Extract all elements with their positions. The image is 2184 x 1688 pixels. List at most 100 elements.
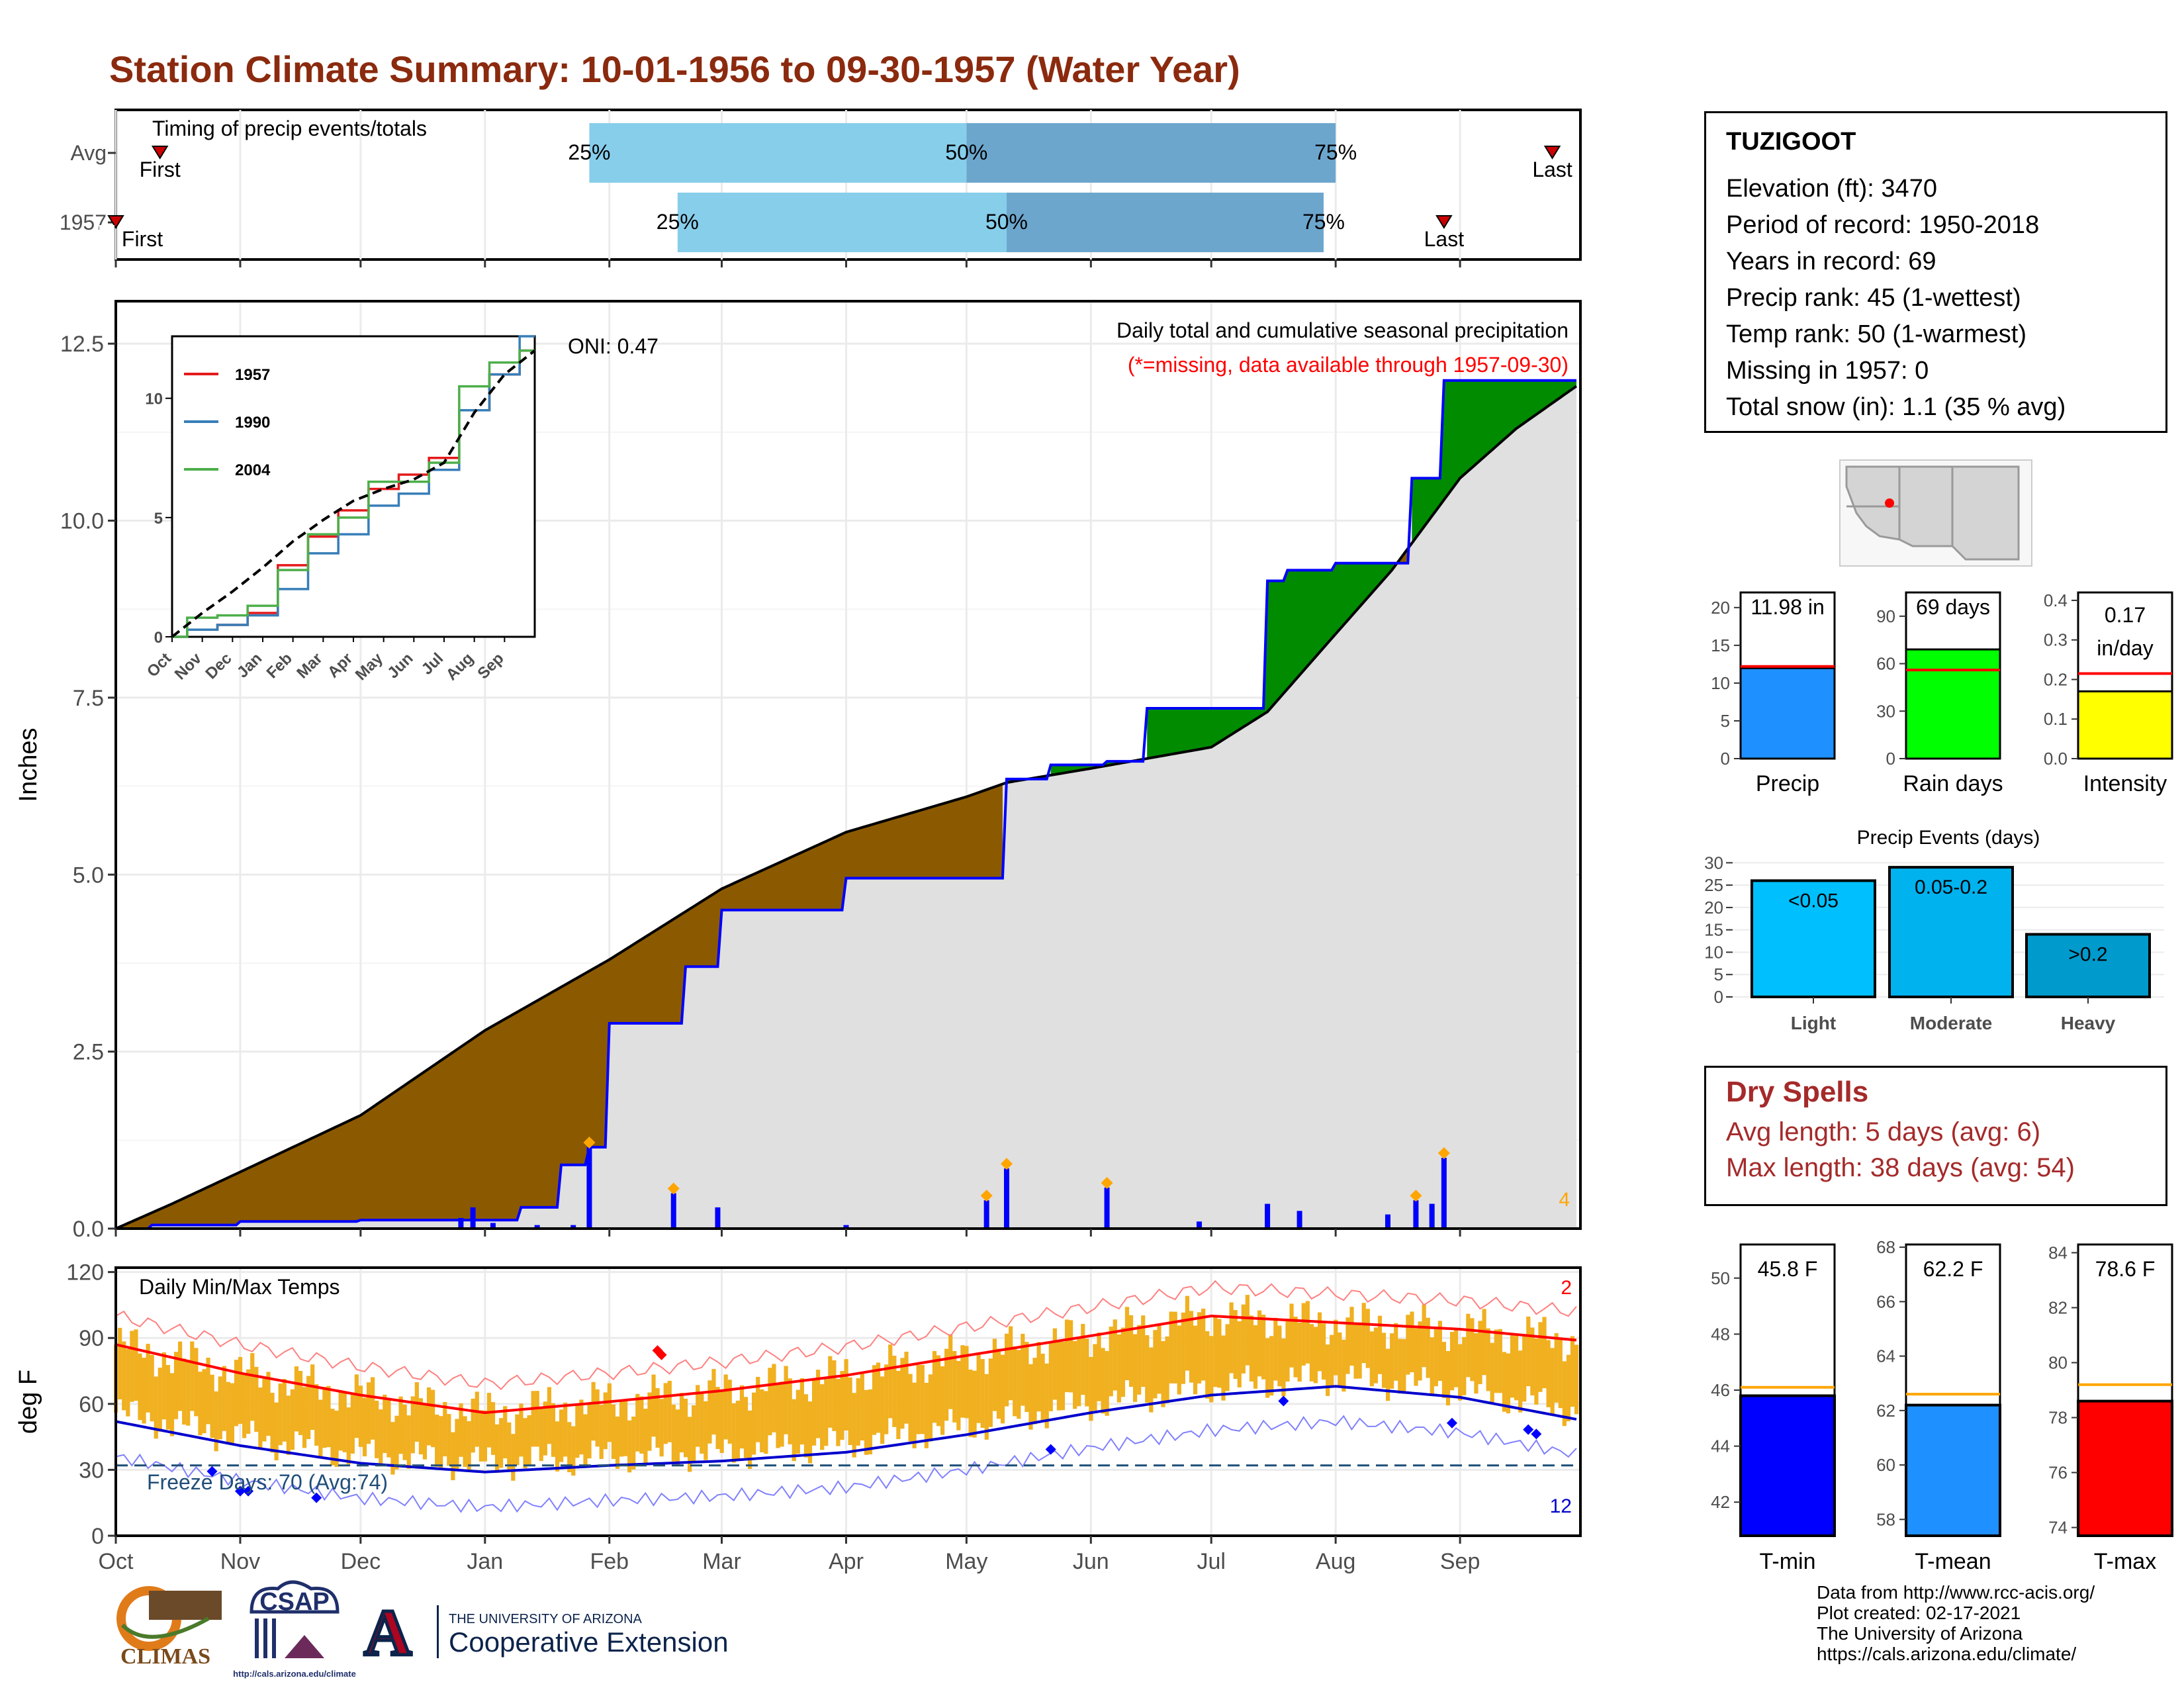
daily-temp-range-bar xyxy=(1437,1321,1442,1382)
daily-temp-range-bar xyxy=(1273,1317,1278,1381)
daily-temp-range-bar xyxy=(884,1364,889,1434)
daily-temp-range-bar xyxy=(820,1384,825,1450)
daily-temp-range-bar xyxy=(198,1372,203,1436)
daily-temp-range-bar xyxy=(1060,1342,1066,1411)
daily-temp-range-bar xyxy=(226,1382,230,1444)
summary-bar-label: Rain days xyxy=(1903,771,2003,796)
summary-bars: 0 5 10 15 20 11.98 in Precip 0 30 60 90 69 days Rain… xyxy=(1711,590,2173,796)
daily-temp-range-bar xyxy=(663,1383,668,1444)
daily-temp-range-bar xyxy=(635,1393,640,1452)
cold-count-label: 12 xyxy=(1550,1495,1572,1517)
daily-temp-range-bar xyxy=(138,1353,142,1421)
daily-temp-range-bar xyxy=(430,1389,435,1448)
daily-temp-range-bar xyxy=(154,1376,158,1439)
precip-header: Daily total and cumulative seasonal prec… xyxy=(1116,318,1569,342)
daily-temp-range-bar xyxy=(984,1374,989,1440)
daily-temp-range-bar xyxy=(960,1345,965,1418)
daily-temp-range-bar xyxy=(1205,1331,1210,1399)
daily-temp-range-bar xyxy=(1189,1311,1194,1383)
daily-temp-range-bar xyxy=(1105,1350,1109,1416)
temp-bar-ytick-label: 50 xyxy=(1711,1268,1730,1288)
daily-temp-range-bar xyxy=(756,1377,760,1442)
daily-temp-range-bar xyxy=(310,1364,315,1430)
daily-temp-range-bar xyxy=(1048,1342,1053,1411)
daily-temp-range-bar xyxy=(1265,1338,1270,1398)
climas-logo-text: CLIMAS xyxy=(120,1644,210,1669)
heavy-precip-marker xyxy=(667,1182,680,1195)
daily-temp-range-bar xyxy=(1426,1317,1430,1378)
daily-temp-range-bar xyxy=(1406,1315,1410,1375)
daily-temp-range-bar xyxy=(944,1348,949,1421)
daily-temp-range-bar xyxy=(727,1380,732,1444)
daily-temp-range-bar xyxy=(218,1376,222,1440)
daily-temp-range-bar xyxy=(1185,1295,1190,1371)
daily-temp-range-bar xyxy=(1518,1350,1523,1413)
daily-temp-range-bar xyxy=(150,1354,154,1422)
daily-temp-range-bar xyxy=(282,1379,287,1442)
daily-temp-range-bar xyxy=(210,1374,214,1438)
daily-temp-range-bar xyxy=(1009,1326,1013,1401)
summary-bar-ytick-label: 10 xyxy=(1711,673,1730,693)
daily-temp-range-bar xyxy=(1445,1350,1451,1406)
summary-bar-ytick-label: 0.2 xyxy=(2044,669,2068,689)
daily-temp-range-bar xyxy=(715,1387,720,1449)
temps-ytick-label: 30 xyxy=(79,1458,104,1483)
daily-temp-range-bar xyxy=(306,1376,311,1439)
precip-events-category: Heavy xyxy=(2061,1013,2116,1033)
daily-temp-range-bar xyxy=(932,1351,937,1423)
csap-url: http://cals.arizona.edu/climate xyxy=(233,1669,356,1679)
daily-temp-range-bar xyxy=(1462,1336,1467,1395)
daily-temp-range-bar xyxy=(1068,1320,1073,1393)
csap-logo-text: CSAP xyxy=(259,1588,330,1616)
daily-temp-range-bar xyxy=(1044,1363,1049,1429)
timing-bar-50-75 xyxy=(966,123,1336,183)
daily-temp-range-bar xyxy=(1317,1312,1322,1372)
daily-temp-range-bar xyxy=(607,1383,612,1442)
temp-bar-t-min xyxy=(1739,1394,1836,1537)
daily-temp-range-bar xyxy=(803,1394,809,1458)
daily-temp-range-bar xyxy=(182,1358,187,1425)
timing-p25-label: 25% xyxy=(657,210,699,234)
timing-first-label: First xyxy=(140,158,181,181)
daily-temp-range-bar xyxy=(1017,1350,1021,1419)
dry-spells-max: Max length: 38 days (avg: 54) xyxy=(1726,1153,2075,1182)
daily-temp-range-bar xyxy=(406,1415,411,1469)
daily-temp-range-bar xyxy=(1562,1361,1567,1427)
daily-temp-range-bar xyxy=(169,1373,175,1436)
daily-temp-range-bar xyxy=(1225,1324,1230,1391)
daily-temp-range-bar xyxy=(772,1364,776,1432)
daily-temp-range-bar xyxy=(731,1403,736,1463)
timing-p75-label: 75% xyxy=(1314,140,1357,164)
daily-temp-range-bar xyxy=(1338,1332,1342,1386)
daily-temp-range-bar xyxy=(1449,1331,1455,1391)
daily-temp-range-bar xyxy=(912,1382,917,1448)
daily-temp-range-bar xyxy=(134,1329,138,1401)
daily-temp-range-bar xyxy=(1024,1342,1029,1412)
precip-events-category: Moderate xyxy=(1910,1013,1992,1033)
daily-precip-bar xyxy=(983,1200,989,1229)
daily-temp-range-bar xyxy=(860,1372,864,1440)
daily-precip-bar xyxy=(1265,1203,1271,1229)
daily-temp-range-bar xyxy=(591,1382,596,1441)
daily-temp-range-bar xyxy=(952,1350,957,1423)
summary-bar-ytick-label: 5 xyxy=(1721,711,1730,731)
daily-temp-range-bar xyxy=(1285,1321,1290,1382)
temp-bar-ytick-label: 44 xyxy=(1711,1436,1730,1456)
daily-temp-range-bar xyxy=(190,1341,195,1411)
timing-last-marker xyxy=(1543,146,1561,160)
precip-events-ytick-label: 5 xyxy=(1714,964,1723,984)
daily-temp-range-bar xyxy=(1116,1334,1121,1403)
daily-temp-range-bar xyxy=(675,1409,680,1466)
precip-events-ytick-label: 25 xyxy=(1704,875,1723,895)
daily-temp-range-bar xyxy=(696,1385,700,1447)
timing-bar-25-50 xyxy=(677,193,1007,252)
daily-temp-range-bar xyxy=(1574,1344,1579,1415)
temp-bar-label: T-min xyxy=(1760,1549,1816,1574)
daily-precip-bar xyxy=(586,1147,592,1229)
daily-temp-range-bar xyxy=(214,1391,218,1452)
precip-events-bar-label: >0.2 xyxy=(2068,943,2107,965)
record-low-marker xyxy=(1446,1417,1457,1429)
temp-bar-value: 78.6 F xyxy=(2095,1257,2156,1281)
daily-temp-range-bar xyxy=(402,1404,407,1460)
